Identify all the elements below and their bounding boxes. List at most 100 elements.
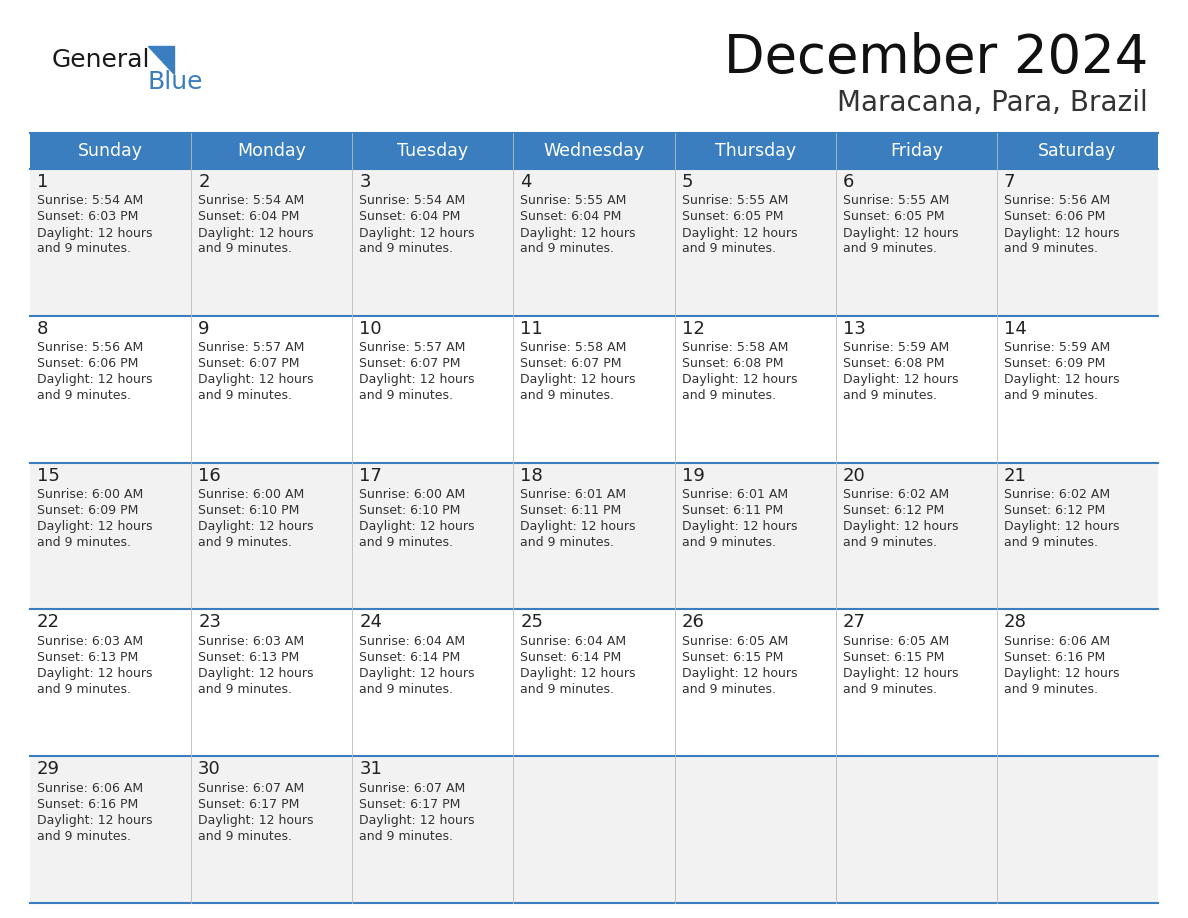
Text: Friday: Friday [890, 142, 943, 160]
Text: 13: 13 [842, 319, 866, 338]
Text: Sunset: 6:05 PM: Sunset: 6:05 PM [682, 210, 783, 223]
Text: Sunrise: 6:02 AM: Sunrise: 6:02 AM [842, 488, 949, 501]
Text: and 9 minutes.: and 9 minutes. [37, 389, 131, 402]
Text: Sunset: 6:04 PM: Sunset: 6:04 PM [520, 210, 621, 223]
Text: Sunrise: 5:56 AM: Sunrise: 5:56 AM [37, 341, 144, 354]
Text: Sunrise: 6:04 AM: Sunrise: 6:04 AM [359, 635, 466, 648]
Text: and 9 minutes.: and 9 minutes. [520, 536, 614, 549]
Text: Sunset: 6:13 PM: Sunset: 6:13 PM [198, 651, 299, 664]
Text: 30: 30 [198, 760, 221, 778]
Text: Daylight: 12 hours: Daylight: 12 hours [682, 227, 797, 240]
Text: and 9 minutes.: and 9 minutes. [198, 242, 292, 255]
Text: Sunset: 6:17 PM: Sunset: 6:17 PM [198, 798, 299, 811]
Text: Sunset: 6:04 PM: Sunset: 6:04 PM [198, 210, 299, 223]
Text: 17: 17 [359, 466, 383, 485]
Text: 28: 28 [1004, 613, 1026, 632]
Text: and 9 minutes.: and 9 minutes. [1004, 242, 1098, 255]
Text: Daylight: 12 hours: Daylight: 12 hours [198, 521, 314, 533]
Text: Maracana, Para, Brazil: Maracana, Para, Brazil [838, 89, 1148, 117]
Text: 26: 26 [682, 613, 704, 632]
Text: Wednesday: Wednesday [543, 142, 645, 160]
Text: Sunrise: 6:06 AM: Sunrise: 6:06 AM [37, 782, 143, 795]
Text: Daylight: 12 hours: Daylight: 12 hours [198, 666, 314, 680]
Text: Monday: Monday [238, 142, 307, 160]
Text: Sunset: 6:11 PM: Sunset: 6:11 PM [682, 504, 783, 517]
Text: Sunset: 6:12 PM: Sunset: 6:12 PM [842, 504, 944, 517]
Text: Sunset: 6:08 PM: Sunset: 6:08 PM [842, 357, 944, 370]
Text: Sunset: 6:06 PM: Sunset: 6:06 PM [37, 357, 138, 370]
Text: Sunset: 6:14 PM: Sunset: 6:14 PM [520, 651, 621, 664]
Text: Daylight: 12 hours: Daylight: 12 hours [1004, 521, 1119, 533]
Text: and 9 minutes.: and 9 minutes. [842, 242, 936, 255]
Text: Sunrise: 6:05 AM: Sunrise: 6:05 AM [682, 635, 788, 648]
Text: Thursday: Thursday [714, 142, 796, 160]
Text: Sunrise: 6:00 AM: Sunrise: 6:00 AM [37, 488, 144, 501]
Text: and 9 minutes.: and 9 minutes. [37, 830, 131, 843]
Bar [30, 133, 1158, 169]
Text: 3: 3 [359, 173, 371, 191]
Text: and 9 minutes.: and 9 minutes. [359, 536, 454, 549]
Text: Daylight: 12 hours: Daylight: 12 hours [682, 666, 797, 680]
Text: and 9 minutes.: and 9 minutes. [842, 389, 936, 402]
Text: Sunset: 6:15 PM: Sunset: 6:15 PM [682, 651, 783, 664]
Text: and 9 minutes.: and 9 minutes. [1004, 389, 1098, 402]
Text: and 9 minutes.: and 9 minutes. [198, 683, 292, 696]
Text: Sunset: 6:12 PM: Sunset: 6:12 PM [1004, 504, 1105, 517]
Text: Sunset: 6:14 PM: Sunset: 6:14 PM [359, 651, 461, 664]
Text: Daylight: 12 hours: Daylight: 12 hours [520, 666, 636, 680]
Text: Sunrise: 6:06 AM: Sunrise: 6:06 AM [1004, 635, 1110, 648]
Text: 5: 5 [682, 173, 693, 191]
Text: 4: 4 [520, 173, 532, 191]
Text: Daylight: 12 hours: Daylight: 12 hours [682, 521, 797, 533]
Text: Sunrise: 6:03 AM: Sunrise: 6:03 AM [37, 635, 143, 648]
Bar [30, 169, 1158, 316]
Text: and 9 minutes.: and 9 minutes. [37, 242, 131, 255]
Text: and 9 minutes.: and 9 minutes. [682, 389, 776, 402]
Text: Sunset: 6:17 PM: Sunset: 6:17 PM [359, 798, 461, 811]
Text: and 9 minutes.: and 9 minutes. [520, 242, 614, 255]
Text: and 9 minutes.: and 9 minutes. [359, 389, 454, 402]
Text: 1: 1 [37, 173, 49, 191]
Text: Sunrise: 5:54 AM: Sunrise: 5:54 AM [359, 195, 466, 207]
Text: 31: 31 [359, 760, 383, 778]
Text: and 9 minutes.: and 9 minutes. [842, 536, 936, 549]
Text: Sunset: 6:09 PM: Sunset: 6:09 PM [1004, 357, 1105, 370]
Text: 12: 12 [682, 319, 704, 338]
Text: and 9 minutes.: and 9 minutes. [520, 389, 614, 402]
Text: Daylight: 12 hours: Daylight: 12 hours [842, 666, 959, 680]
Text: Sunset: 6:03 PM: Sunset: 6:03 PM [37, 210, 138, 223]
Text: 18: 18 [520, 466, 543, 485]
Text: Daylight: 12 hours: Daylight: 12 hours [37, 227, 152, 240]
Text: Daylight: 12 hours: Daylight: 12 hours [359, 227, 475, 240]
Text: Sunset: 6:05 PM: Sunset: 6:05 PM [842, 210, 944, 223]
Text: 29: 29 [37, 760, 61, 778]
Bar [30, 610, 1158, 756]
Text: Daylight: 12 hours: Daylight: 12 hours [37, 521, 152, 533]
Bar [30, 756, 1158, 903]
Text: Sunrise: 5:55 AM: Sunrise: 5:55 AM [842, 195, 949, 207]
Text: Sunrise: 5:59 AM: Sunrise: 5:59 AM [842, 341, 949, 354]
Text: Daylight: 12 hours: Daylight: 12 hours [198, 374, 314, 386]
Text: Sunrise: 6:02 AM: Sunrise: 6:02 AM [1004, 488, 1110, 501]
Text: Sunset: 6:10 PM: Sunset: 6:10 PM [359, 504, 461, 517]
Text: Sunrise: 6:01 AM: Sunrise: 6:01 AM [682, 488, 788, 501]
Text: Daylight: 12 hours: Daylight: 12 hours [842, 521, 959, 533]
Text: and 9 minutes.: and 9 minutes. [359, 830, 454, 843]
Text: Sunset: 6:08 PM: Sunset: 6:08 PM [682, 357, 783, 370]
Text: Daylight: 12 hours: Daylight: 12 hours [359, 521, 475, 533]
Text: Daylight: 12 hours: Daylight: 12 hours [682, 374, 797, 386]
Text: and 9 minutes.: and 9 minutes. [1004, 683, 1098, 696]
Text: Daylight: 12 hours: Daylight: 12 hours [359, 666, 475, 680]
Text: December 2024: December 2024 [723, 32, 1148, 84]
Text: 7: 7 [1004, 173, 1016, 191]
Text: Daylight: 12 hours: Daylight: 12 hours [198, 813, 314, 827]
Text: Daylight: 12 hours: Daylight: 12 hours [520, 521, 636, 533]
Text: Sunrise: 6:04 AM: Sunrise: 6:04 AM [520, 635, 626, 648]
Text: Daylight: 12 hours: Daylight: 12 hours [359, 374, 475, 386]
Text: and 9 minutes.: and 9 minutes. [842, 683, 936, 696]
Text: 20: 20 [842, 466, 866, 485]
Text: and 9 minutes.: and 9 minutes. [682, 536, 776, 549]
Text: Sunrise: 6:03 AM: Sunrise: 6:03 AM [198, 635, 304, 648]
Text: Sunrise: 5:55 AM: Sunrise: 5:55 AM [682, 195, 788, 207]
Text: and 9 minutes.: and 9 minutes. [37, 536, 131, 549]
